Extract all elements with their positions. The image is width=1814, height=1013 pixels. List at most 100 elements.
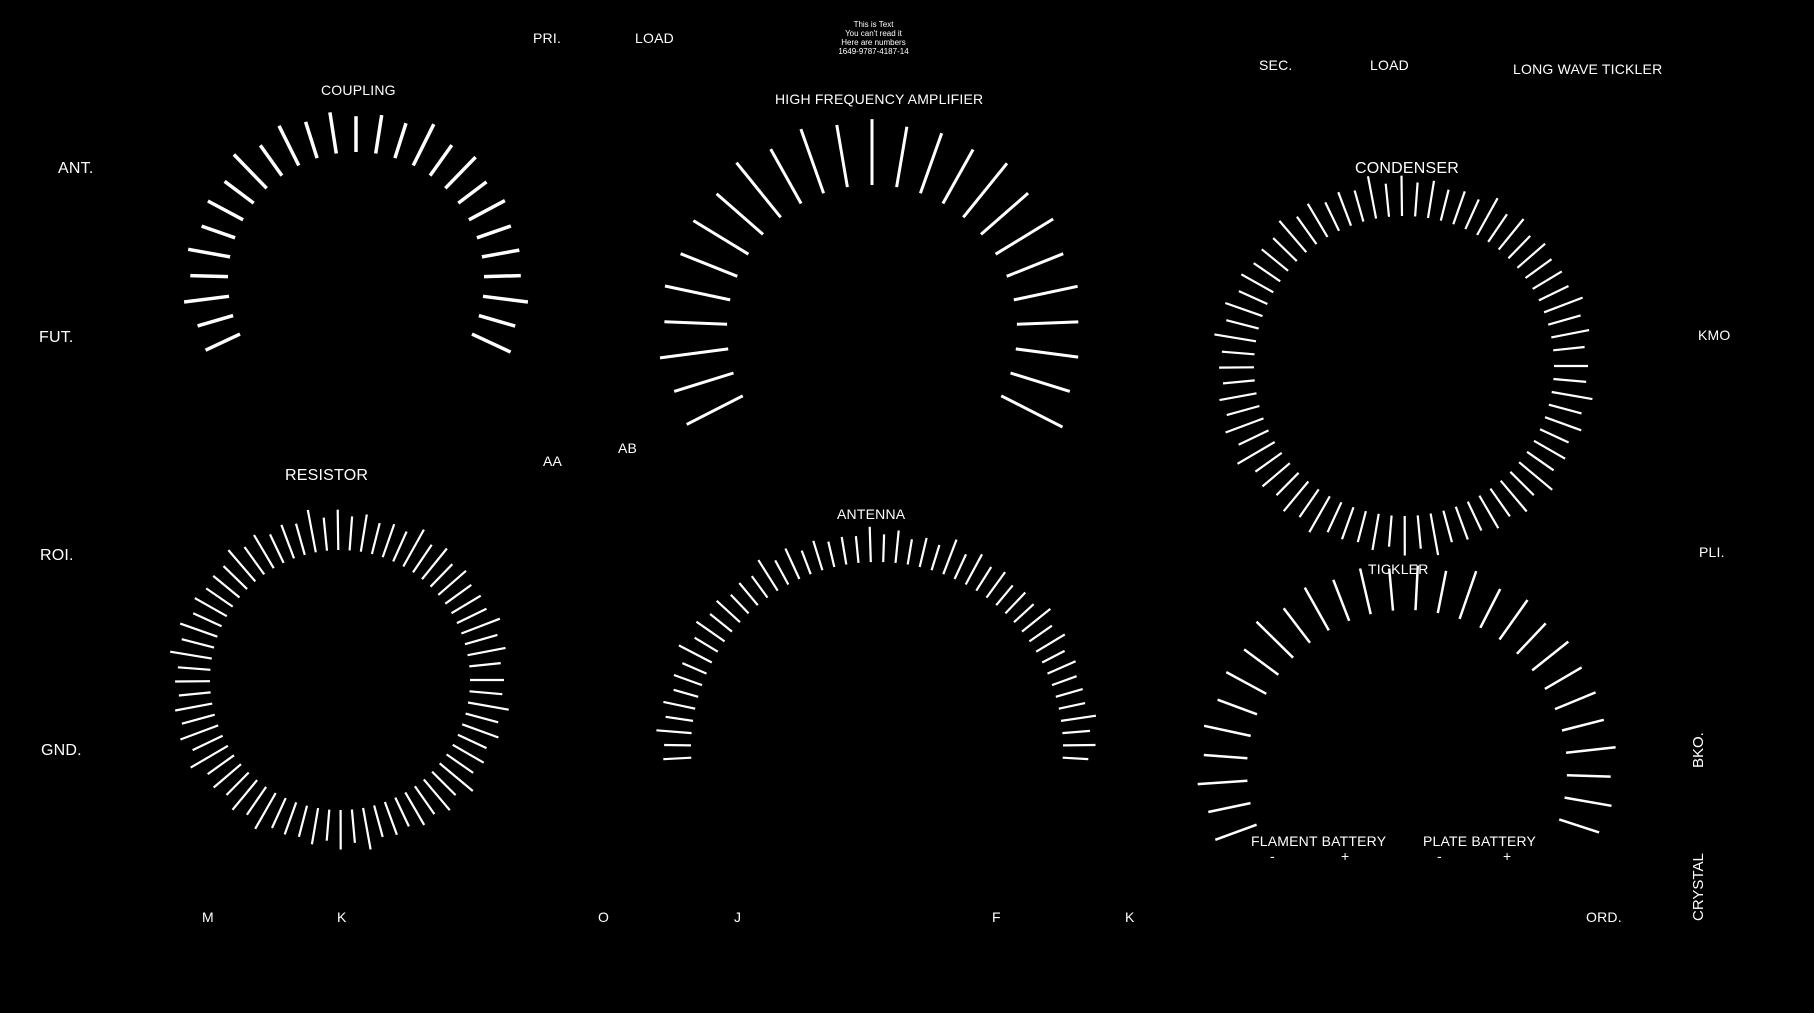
dial-tick: [190, 744, 229, 769]
dial-tick: [1564, 796, 1612, 808]
dial-tick: [1476, 197, 1499, 236]
o-terminal-label: O: [598, 909, 610, 925]
coupling-dial[interactable]: [183, 112, 529, 354]
dial-tick: [465, 712, 499, 724]
dial-tick: [181, 638, 215, 649]
antenna-dial[interactable]: [656, 526, 1097, 761]
placeholder-note: This is Text You can't read it Here are …: [826, 20, 921, 56]
dial-tick: [194, 597, 228, 618]
dial-tick: [1554, 691, 1597, 711]
dial-tick: [757, 559, 779, 592]
dial-tick: [985, 571, 1006, 599]
dial-tick: [1010, 371, 1071, 393]
k-terminal-label: K: [337, 909, 347, 925]
dial-tick: [392, 531, 408, 562]
dial-tick: [1243, 648, 1280, 676]
bko-label: BKO.: [1690, 732, 1707, 768]
dial-tick: [735, 161, 782, 219]
dial-tick: [469, 662, 501, 668]
dial-tick: [1028, 624, 1053, 643]
aa-label: AA: [543, 453, 563, 469]
dial-tick: [1296, 216, 1318, 245]
dial-tick: [243, 546, 266, 576]
dial-tick: [1208, 801, 1251, 814]
long-wave-tickler-label: LONG WAVE TICKLER: [1513, 61, 1663, 77]
dial-tick: [1414, 182, 1419, 217]
dial-tick: [412, 544, 433, 574]
dial-tick: [429, 563, 454, 588]
dial-tick: [212, 575, 241, 599]
dial-tick: [469, 690, 503, 696]
dial-tick: [310, 807, 320, 845]
dial-tick: [1324, 201, 1340, 232]
dial-tick: [1384, 183, 1391, 217]
dial-tick: [373, 114, 384, 154]
dial-tick: [1442, 510, 1453, 543]
dial-tick: [730, 593, 750, 615]
dial-tick: [827, 541, 836, 568]
dial-tick: [895, 126, 909, 188]
dial-tick: [207, 199, 244, 222]
sec-label: SEC.: [1259, 57, 1293, 73]
dial-tick: [1306, 203, 1329, 238]
dial-tick: [800, 550, 812, 575]
dial-tick: [1489, 487, 1511, 518]
dial-tick: [1400, 175, 1404, 217]
dial-tick: [204, 332, 241, 352]
dial-tick: [336, 509, 340, 551]
hf-amplifier-dial[interactable]: [659, 119, 1079, 429]
dial-tick: [695, 620, 726, 643]
resistor-dial[interactable]: [170, 509, 509, 850]
dial-tick: [1524, 258, 1553, 279]
filament-plus-terminal[interactable]: +: [1341, 848, 1350, 864]
tickler-dial[interactable]: [1197, 565, 1616, 841]
dial-tick: [283, 802, 298, 835]
dial-tick: [750, 575, 769, 599]
dial-tick: [1544, 666, 1583, 690]
dial-tick: [930, 544, 941, 571]
dial-tick: [656, 729, 692, 735]
dial-tick: [1429, 513, 1440, 556]
dial-tick: [1499, 479, 1528, 513]
dial-tick: [444, 584, 472, 605]
dial-tick: [680, 252, 738, 278]
dial-tick: [1222, 379, 1255, 385]
dial-tick: [481, 248, 520, 259]
dial-tick: [1516, 242, 1546, 269]
roi-terminal-label: ROI.: [40, 547, 74, 564]
dial-tick: [476, 224, 512, 240]
dial-tick: [1553, 377, 1587, 383]
dial-tick: [180, 724, 219, 741]
dial-tick: [431, 770, 457, 796]
plate-battery-label: PLATE BATTERY: [1423, 833, 1537, 849]
dial-tick: [665, 715, 694, 722]
plate-minus-terminal[interactable]: -: [1437, 848, 1442, 864]
dial-tick: [280, 524, 296, 559]
dial-tick: [383, 801, 398, 836]
filament-minus-terminal[interactable]: -: [1270, 848, 1275, 864]
dial-tick: [1303, 586, 1330, 632]
dial-tick: [270, 797, 287, 829]
dial-tick: [1526, 450, 1555, 472]
ab-label: AB: [618, 440, 638, 456]
dial-tick: [941, 148, 975, 205]
dial-tick: [348, 516, 354, 551]
condenser-dial[interactable]: [1214, 175, 1593, 556]
note-line-2: You can't read it: [845, 29, 902, 38]
dial-tick: [461, 723, 499, 739]
dial-tick: [664, 320, 728, 326]
dial-tick: [181, 713, 215, 725]
dial-tick: [835, 124, 849, 188]
dial-tick: [1358, 568, 1372, 615]
dial-tick: [692, 219, 750, 256]
ant-terminal-label: ANT.: [58, 160, 94, 177]
dial-tick: [1013, 603, 1035, 624]
plate-plus-terminal[interactable]: +: [1503, 848, 1512, 864]
dial-tick: [715, 192, 764, 236]
dial-tick: [359, 514, 368, 552]
dial-tick: [1236, 441, 1276, 465]
note-line-1: This is Text: [853, 20, 894, 29]
dial-tick: [362, 807, 372, 850]
dial-tick: [225, 771, 250, 796]
dial-tick: [1225, 671, 1267, 695]
